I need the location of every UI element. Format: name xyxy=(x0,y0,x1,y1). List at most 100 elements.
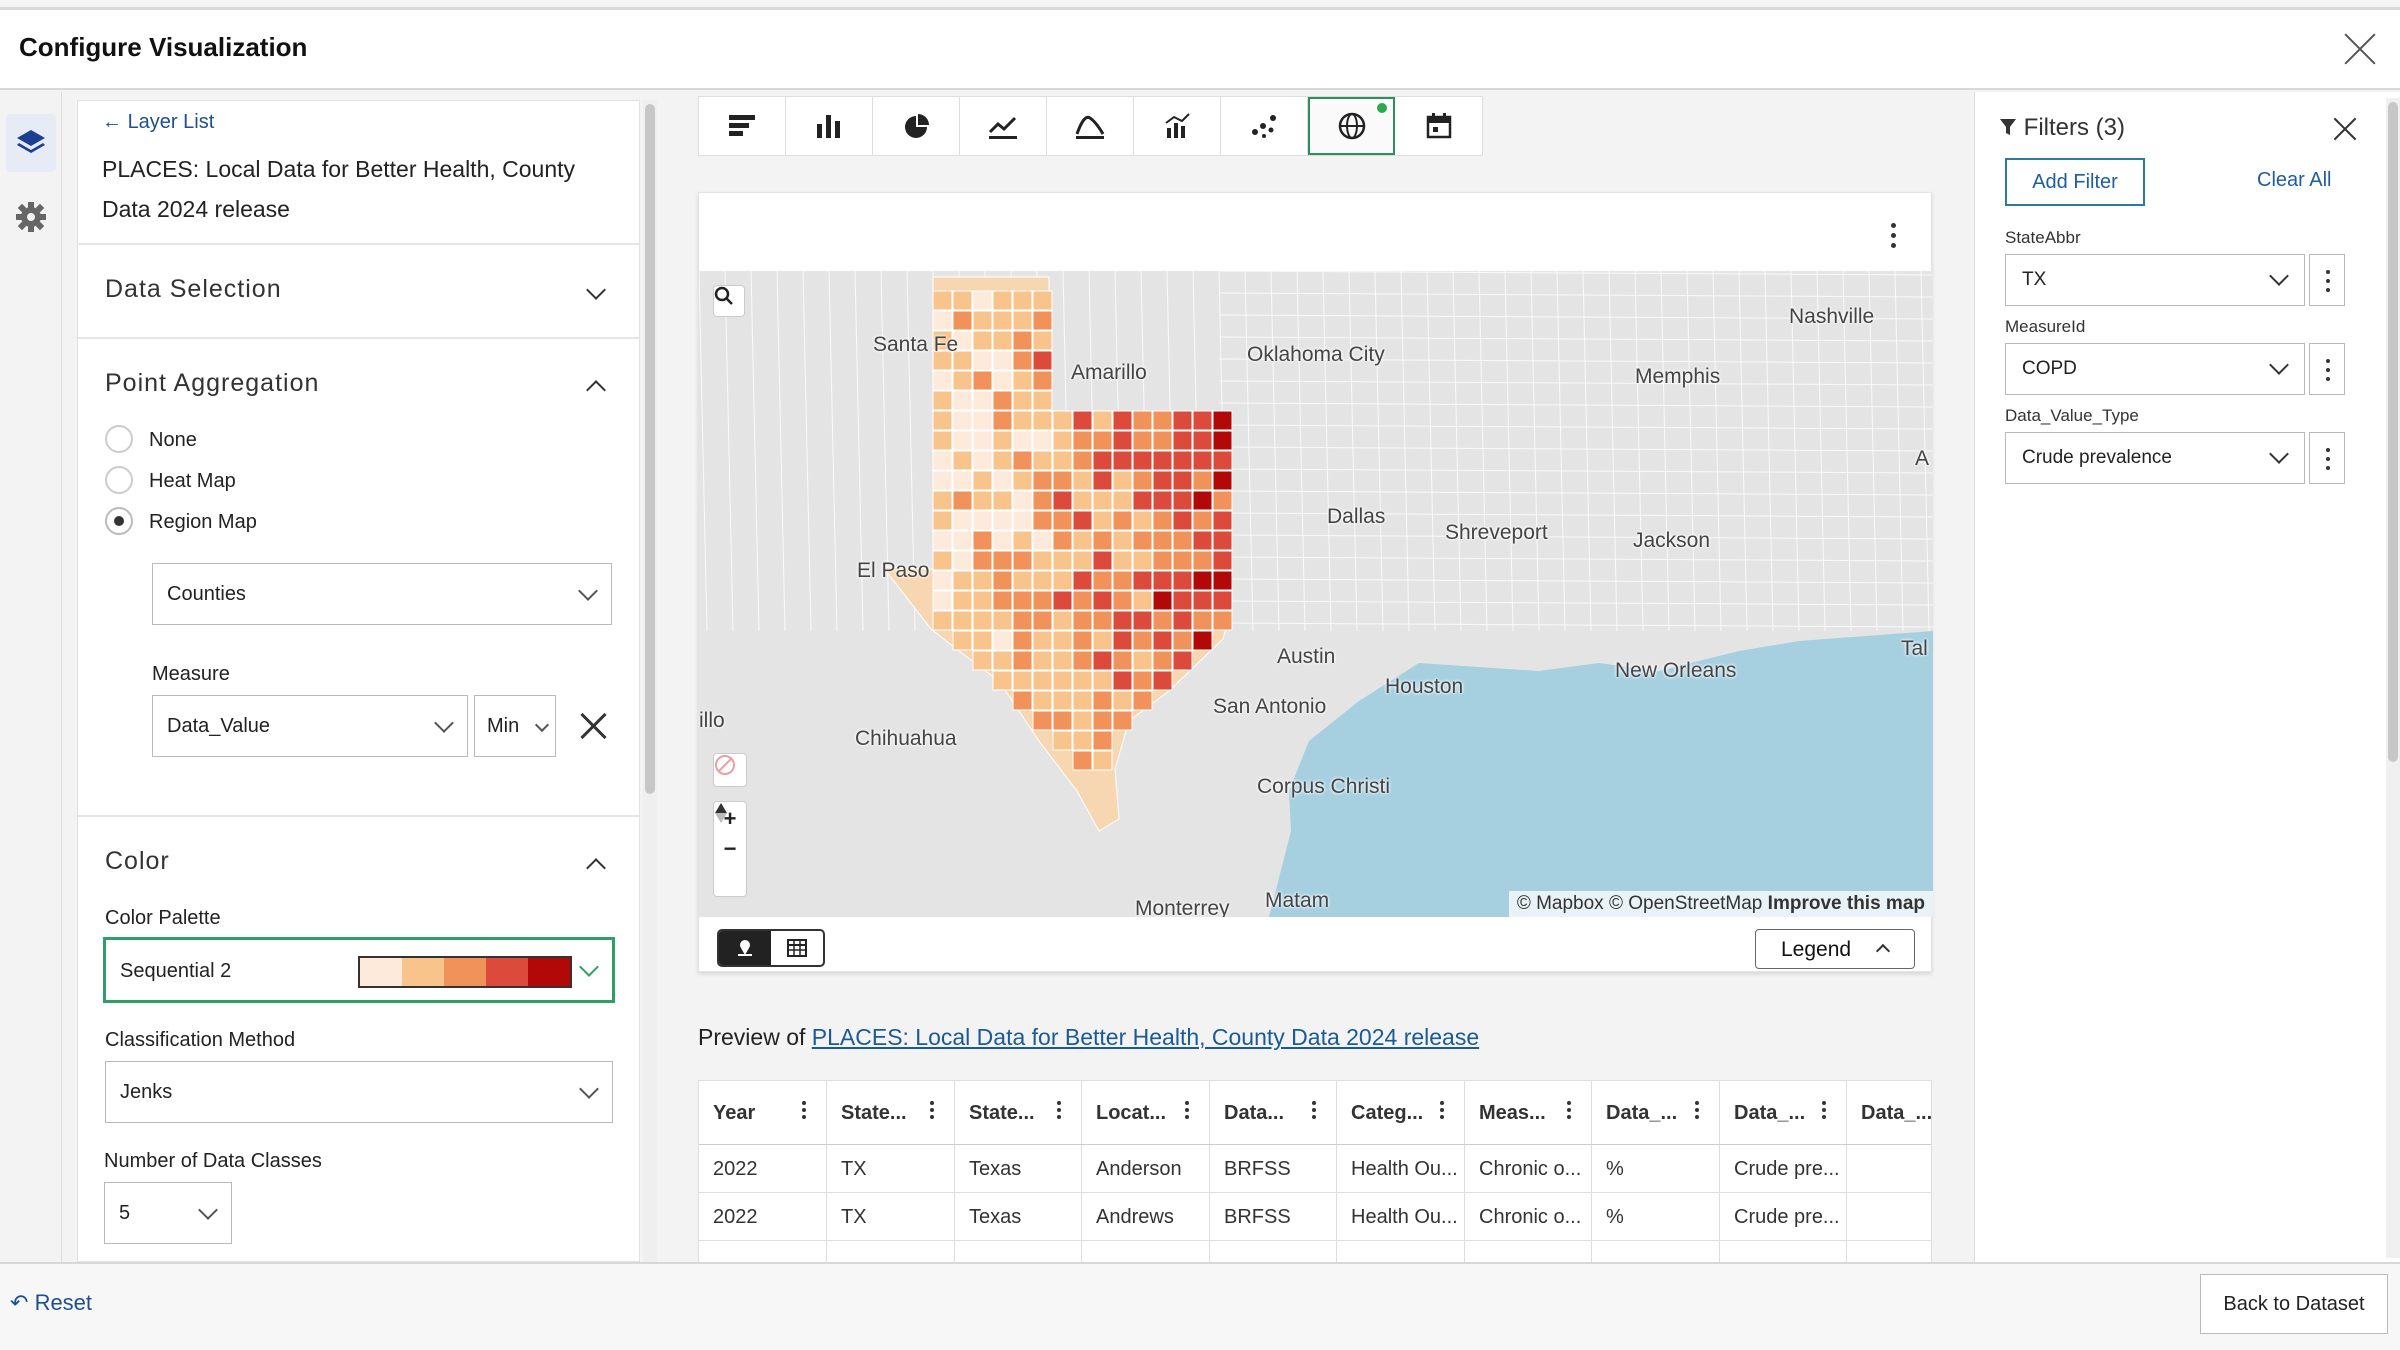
pie-chart-button[interactable] xyxy=(873,97,960,155)
draw-tool-button[interactable] xyxy=(713,753,747,787)
column-menu-icon[interactable] xyxy=(1185,1101,1189,1122)
map-label: Nashville xyxy=(1789,305,1875,328)
scatter-chart-button[interactable] xyxy=(1221,97,1308,155)
table-cell xyxy=(1337,1241,1465,1269)
column-menu-icon[interactable] xyxy=(802,1101,806,1122)
layer-list-link[interactable]: ← Layer List xyxy=(102,111,214,134)
preview-prefix: Preview of xyxy=(698,1024,806,1050)
column-menu-icon[interactable] xyxy=(1695,1101,1699,1122)
column-header[interactable]: Data_... xyxy=(1592,1081,1720,1144)
map-label: Memphis xyxy=(1635,365,1721,388)
filter-options-button[interactable] xyxy=(2309,343,2345,395)
title-bar: Configure Visualization xyxy=(0,10,2400,90)
column-header[interactable]: State... xyxy=(955,1081,1082,1144)
color-section-header[interactable]: Color xyxy=(78,815,639,909)
filters-scrollbar[interactable] xyxy=(2386,98,2400,1258)
filter-select-stateabbr[interactable]: TX xyxy=(2005,254,2305,306)
map-label: New Orleans xyxy=(1615,659,1737,682)
table-view-button[interactable] xyxy=(771,931,823,965)
filter-select-measureid[interactable]: COPD xyxy=(2005,343,2305,395)
column-header-label: Locat... xyxy=(1096,1102,1167,1124)
column-menu-icon[interactable] xyxy=(1057,1101,1061,1122)
clear-all-link[interactable]: Clear All xyxy=(2257,169,2332,191)
zoom-controls: + − xyxy=(713,801,747,897)
column-header[interactable]: Meas... xyxy=(1465,1081,1592,1144)
color-palette-value: Sequential 2 xyxy=(120,960,232,982)
map-view-button[interactable] xyxy=(719,931,771,965)
dataset-link[interactable]: PLACES: Local Data for Better Health, Co… xyxy=(811,1024,1480,1050)
column-header[interactable]: Year xyxy=(699,1081,827,1144)
bar-chart-button[interactable] xyxy=(786,97,873,155)
palette-swatch-4 xyxy=(486,958,528,986)
filter-select-data-value-type[interactable]: Crude prevalence xyxy=(2005,432,2305,484)
column-menu-icon[interactable] xyxy=(1312,1101,1316,1122)
filter-options-button[interactable] xyxy=(2309,432,2345,484)
scrollbar-thumb[interactable] xyxy=(2388,102,2398,762)
point-aggregation-section-header[interactable]: Point Aggregation xyxy=(78,337,639,431)
remove-measure-icon[interactable] xyxy=(578,712,608,742)
legend-button[interactable]: Legend xyxy=(1755,929,1915,969)
line-chart-button[interactable] xyxy=(960,97,1047,155)
close-icon[interactable] xyxy=(2342,30,2378,66)
zoom-in-button[interactable]: + xyxy=(723,806,737,831)
table-row[interactable]: 2022 TX Texas Anderson BRFSS Health Ou... Chro… xyxy=(699,1145,1931,1193)
compass-icon xyxy=(715,803,727,823)
column-header-label: Data... xyxy=(1224,1102,1285,1124)
column-menu-icon[interactable] xyxy=(1440,1101,1444,1122)
palette-preview xyxy=(358,956,572,988)
table-row[interactable]: 2022 TX Texas Andrews BRFSS Health Ou... Chron… xyxy=(699,1193,1931,1241)
region-select[interactable]: Counties xyxy=(152,563,612,625)
left-panel-scrollbar[interactable] xyxy=(643,100,657,1262)
map-search-button[interactable] xyxy=(713,285,745,317)
column-menu-icon[interactable] xyxy=(1567,1101,1571,1122)
column-header-label: Data_... xyxy=(1861,1102,1932,1124)
layers-button[interactable] xyxy=(6,114,56,172)
calendar-button[interactable] xyxy=(1395,97,1482,155)
column-header-label: State... xyxy=(841,1102,907,1124)
table-cell xyxy=(1720,1241,1847,1269)
scrollbar-thumb[interactable] xyxy=(645,104,655,794)
data-selection-section-header[interactable]: Data Selection xyxy=(78,243,639,337)
more-options-icon[interactable] xyxy=(1891,223,1897,249)
radio-label: Heat Map xyxy=(149,470,236,492)
column-menu-icon[interactable] xyxy=(1822,1101,1826,1122)
filter-label: Data_Value_Type xyxy=(2005,406,2139,425)
cell-value: Health Ou... xyxy=(1351,1206,1458,1228)
region-select-value: Counties xyxy=(167,583,246,605)
back-to-dataset-button[interactable]: Back to Dataset xyxy=(2200,1274,2388,1334)
column-menu-icon[interactable] xyxy=(930,1101,934,1122)
column-header[interactable]: Data... xyxy=(1210,1081,1337,1144)
table-row[interactable] xyxy=(699,1241,1931,1269)
map-button[interactable] xyxy=(1308,97,1395,155)
cell-value: Crude pre... xyxy=(1734,1206,1840,1228)
mapbox-attribution[interactable]: © Mapbox xyxy=(1516,893,1604,914)
area-chart-button[interactable] xyxy=(1047,97,1134,155)
column-header[interactable]: Locat... xyxy=(1082,1081,1210,1144)
zoom-out-button[interactable]: − xyxy=(723,836,737,861)
reset-button[interactable]: ↶ Reset xyxy=(10,1290,92,1316)
number-of-classes-select[interactable]: 5 xyxy=(104,1182,232,1244)
map-pin-icon xyxy=(738,940,752,956)
aggregate-function-select[interactable]: Min xyxy=(474,695,556,757)
scatter-chart-icon xyxy=(1252,115,1276,138)
combo-chart-button[interactable] xyxy=(1134,97,1221,155)
improve-map-link[interactable]: Improve this map xyxy=(1767,893,1925,914)
close-filters-icon[interactable] xyxy=(2332,116,2358,142)
column-header[interactable]: Data_... xyxy=(1847,1081,1932,1144)
column-header[interactable]: Data_... xyxy=(1720,1081,1847,1144)
classification-method-select[interactable]: Jenks xyxy=(105,1061,613,1123)
palette-swatch-2 xyxy=(402,958,444,986)
color-palette-select[interactable]: Sequential 2 xyxy=(103,937,615,1003)
table-cell: Texas xyxy=(955,1145,1082,1192)
filter-options-button[interactable] xyxy=(2309,254,2345,306)
map-label: Matam xyxy=(1265,889,1330,912)
column-header[interactable]: State... xyxy=(827,1081,955,1144)
undo-icon: ↶ xyxy=(10,1290,29,1315)
add-filter-button[interactable]: Add Filter xyxy=(2005,158,2145,206)
measure-select[interactable]: Data_Value xyxy=(152,695,468,757)
horizontal-bar-chart-button[interactable] xyxy=(699,97,786,155)
column-header[interactable]: Categ... xyxy=(1337,1081,1465,1144)
choropleth-map[interactable]: Santa Fe Amarillo Oklahoma City Nashvill… xyxy=(699,271,1933,917)
settings-button[interactable] xyxy=(6,188,56,246)
osm-attribution[interactable]: © OpenStreetMap xyxy=(1608,893,1763,914)
